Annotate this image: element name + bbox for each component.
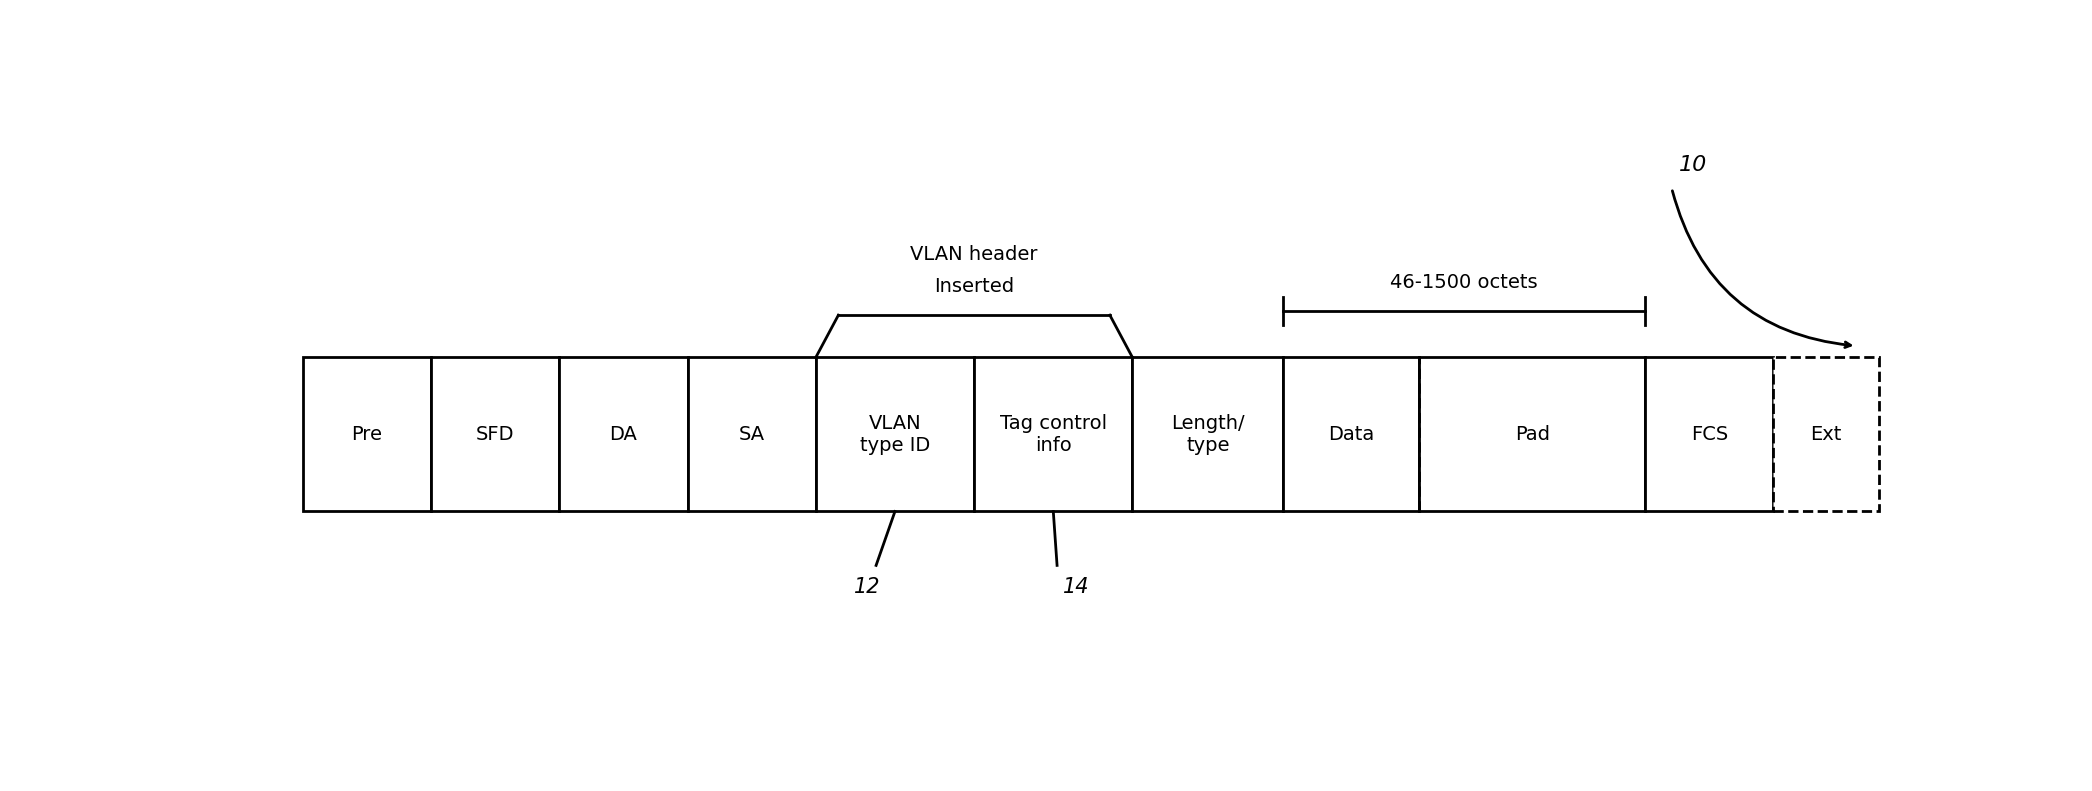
Bar xyxy=(1774,358,1879,512)
Bar xyxy=(431,358,559,512)
Text: Inserted: Inserted xyxy=(933,277,1015,296)
Text: 10: 10 xyxy=(1680,155,1707,175)
Bar xyxy=(975,358,1132,512)
Text: Length/
type: Length/ type xyxy=(1172,414,1245,455)
Text: 12: 12 xyxy=(854,577,881,597)
Text: Ext: Ext xyxy=(1810,425,1841,444)
Bar xyxy=(1644,358,1774,512)
Bar xyxy=(1282,358,1418,512)
Text: SA: SA xyxy=(738,425,766,444)
Text: Pad: Pad xyxy=(1515,425,1550,444)
Text: SFD: SFD xyxy=(477,425,515,444)
Bar xyxy=(303,358,431,512)
Bar xyxy=(559,358,688,512)
Text: Data: Data xyxy=(1328,425,1374,444)
Text: VLAN header: VLAN header xyxy=(910,244,1038,263)
Text: Pre: Pre xyxy=(351,425,383,444)
Bar xyxy=(816,358,975,512)
Text: Tag control
info: Tag control info xyxy=(1000,414,1107,455)
Bar xyxy=(1418,358,1644,512)
Text: 14: 14 xyxy=(1063,577,1090,597)
Bar xyxy=(688,358,816,512)
Text: 46-1500 octets: 46-1500 octets xyxy=(1391,273,1538,292)
Text: VLAN
type ID: VLAN type ID xyxy=(860,414,931,455)
Text: FCS: FCS xyxy=(1690,425,1728,444)
Text: DA: DA xyxy=(609,425,638,444)
Bar xyxy=(1132,358,1282,512)
